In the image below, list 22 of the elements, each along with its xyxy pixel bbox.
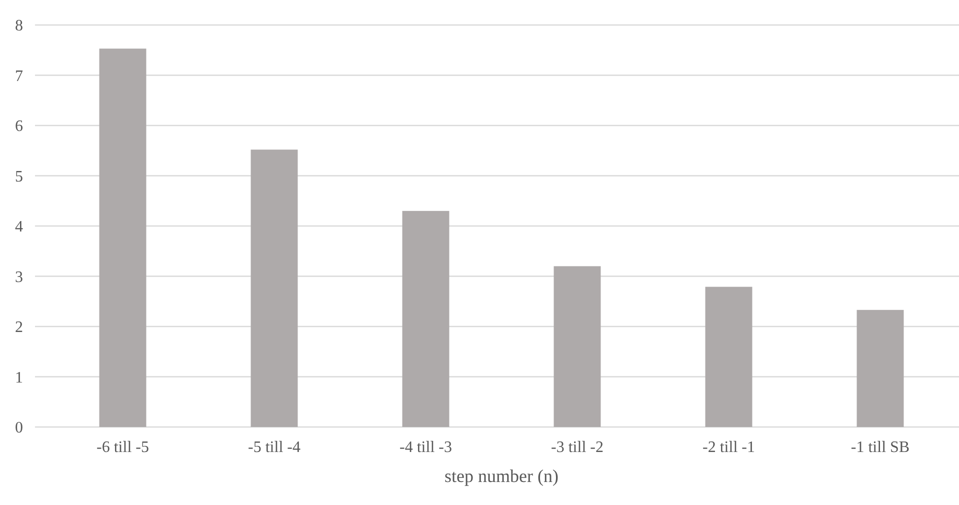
bar: [554, 266, 601, 427]
y-tick-label: 0: [15, 420, 23, 437]
bar: [856, 310, 904, 427]
y-tick-label: 3: [15, 268, 23, 286]
y-tick-label: 4: [15, 218, 23, 236]
x-tick-label: -4 till -3: [400, 439, 452, 456]
x-axis-title: step number (n): [444, 466, 558, 486]
y-tick-label: 8: [15, 18, 23, 35]
x-tick-label: -3 till -2: [551, 439, 604, 456]
y-tick-label: 2: [15, 319, 23, 336]
y-tick-label: 5: [15, 168, 23, 186]
y-tick-label: 1: [15, 369, 23, 386]
bar: [402, 210, 450, 427]
y-tick-label: 6: [15, 118, 23, 136]
y-tick-label: 7: [15, 68, 23, 85]
x-tick-label: -6 till -5: [96, 439, 149, 456]
bar: [250, 150, 298, 427]
x-tick-label: -2 till -1: [702, 439, 755, 456]
x-tick-label: -5 till -4: [248, 439, 300, 456]
bar: [99, 48, 146, 427]
x-tick-label: -1 till SB: [850, 439, 910, 456]
bar: [705, 286, 752, 427]
